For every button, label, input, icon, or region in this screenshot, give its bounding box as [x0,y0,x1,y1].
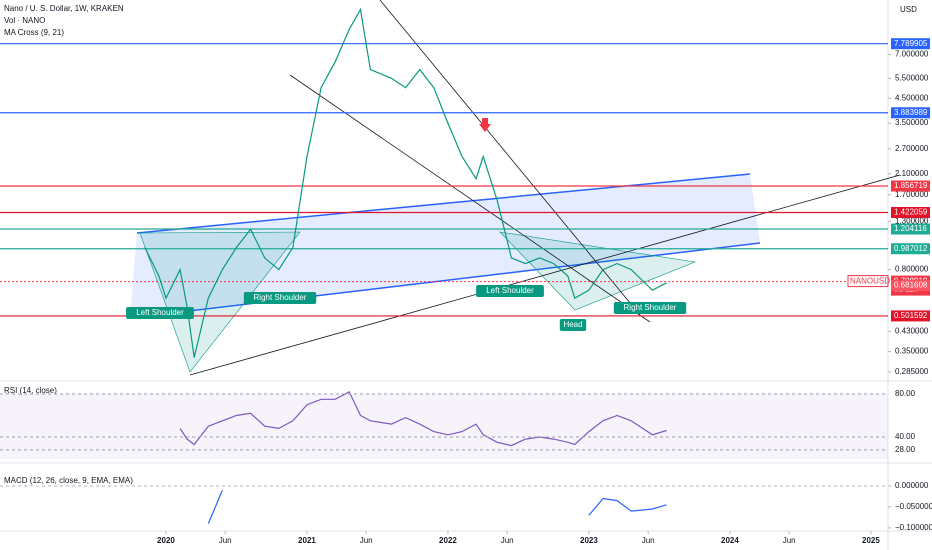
time-tick-label: Jun [783,536,796,545]
rsi-band [0,394,888,459]
low-label: 0.681608 [894,281,928,290]
level-label: 1.422059 [894,208,928,217]
low-box [891,279,930,291]
time-tick-label: 2024 [721,536,739,545]
trend-line [189,174,901,376]
annotation-box [126,307,194,319]
ma-label: MA Cross (9, 21) [4,28,64,37]
level-label: 1.204116 [894,224,927,233]
time-tick-label: 2020 [157,536,175,545]
currency: USD [900,5,917,14]
price-tick-label: 0.800000 [895,265,929,274]
trend-line [379,0,641,316]
time-tick-label: Jun [360,536,373,545]
macd-label: MACD (12, 26, close, 9, EMA, EMA) [4,476,133,485]
price-tick-label: 5.500000 [895,73,929,82]
price-tick-label: 0.350000 [895,347,929,356]
time-tick-label: 2021 [298,536,316,545]
symbol-title: Nano / U. S. Dollar, 1W, KRAKEN [4,4,124,13]
price-tick-label: 4.500000 [895,93,929,102]
time-tick-label: 2025 [862,536,880,545]
rsi-label: RSI (14, close) [4,386,57,395]
rsi-line [179,390,667,447]
level-box [891,180,930,192]
level-label: 3.883989 [894,108,928,117]
price-tick-label: 0.430000 [895,326,929,335]
time-tick-label: Jun [501,536,514,545]
level-box [891,243,930,255]
price-tick-label: 3.500000 [895,118,929,127]
annotation: Right Shoulder [624,303,677,312]
time-tick-label: Jun [642,536,655,545]
time-tick-label: Jun [219,536,232,545]
level-label: 0.987012 [894,244,928,253]
annotation-box [476,285,544,297]
price-line [144,7,667,358]
price-tick-label: 0.285000 [895,367,929,376]
symbol-label: NANOUSD [850,277,890,286]
price-tick-label: 2.100000 [895,169,929,178]
trend-line [289,74,651,323]
level-label: 0.501592 [894,311,928,320]
annotation-box [613,302,687,314]
rsi-tick-label: 40.00 [895,432,916,441]
annotation-box [243,292,317,304]
annotation: Left Shoulder [136,308,184,317]
sell-arrow [479,118,491,132]
rsi-tick-label: 28.00 [895,445,916,454]
annotation: Head [563,320,582,329]
channel [130,174,760,318]
channel-line [136,173,751,234]
time-tick-label: 2023 [580,536,598,545]
annotation: Left Shoulder [486,286,534,295]
price-tick-label: 1.300000 [895,217,929,226]
rsi-tick-label: 80.00 [895,389,916,398]
macd-tick-label: −0.100000 [895,523,932,532]
price-tick-label: 7.000000 [895,49,929,58]
level-label: 1.856719 [894,181,928,190]
macd-line [207,489,667,524]
level-box [891,310,930,322]
annotation-box [559,319,587,331]
level-label: 7.789905 [894,39,928,48]
level-box [891,107,930,119]
price-tick-label: 1.700000 [895,190,929,199]
macd-tick-label: 0.000000 [895,481,929,490]
level-box [891,206,930,218]
macd-tick-label: −0.050000 [895,502,932,511]
volume-label: Vol · NANO [4,16,45,25]
price-tick-label: 2.700000 [895,144,929,153]
symbol-box [847,275,889,288]
pattern-triangle [499,231,697,311]
level-box [891,223,930,235]
time-tick-label: 2022 [439,536,457,545]
annotation: Right Shoulder [254,293,307,302]
channel-line [129,242,761,319]
level-box [891,38,930,50]
